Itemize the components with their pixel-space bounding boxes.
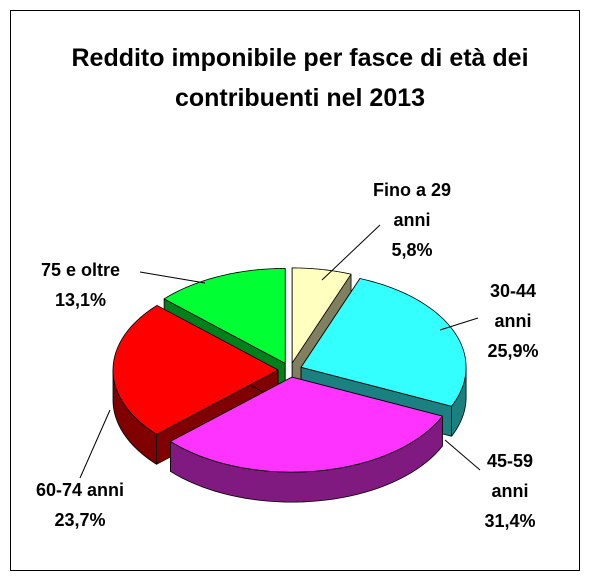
leader-line	[79, 409, 111, 479]
slice-top	[170, 376, 443, 473]
category-label: 75 e oltre	[40, 260, 121, 280]
data-label: 75 e oltre 13,1%	[18, 255, 143, 315]
data-label: 60-74 anni 23,7%	[35, 475, 125, 535]
data-label: Fino a 29 anni 5,8%	[362, 175, 462, 265]
pie-slice	[170, 376, 443, 503]
category-label: Fino a 29 anni	[372, 180, 452, 230]
leader-line	[321, 224, 381, 281]
category-label: 30-44 anni	[489, 281, 537, 331]
leader-line	[444, 439, 481, 471]
chart-title: Reddito imponibile per fasce di età dei …	[71, 44, 529, 112]
slice-top	[300, 278, 467, 407]
value-label: 5,8%	[391, 240, 433, 260]
value-label: 31,4%	[484, 511, 536, 531]
leader-line	[139, 271, 206, 284]
data-label: 45-59 anni 31,4%	[470, 446, 550, 536]
value-label: 25,9%	[487, 341, 539, 361]
leader-line	[439, 317, 479, 331]
category-label: 45-59 anni	[486, 451, 534, 501]
slice-top	[291, 267, 352, 364]
slice-top	[163, 268, 286, 364]
value-label: 13,1%	[54, 290, 107, 310]
category-label: 60-74 anni	[35, 480, 125, 500]
data-label: 30-44 anni 25,9%	[478, 276, 548, 366]
slice-top	[112, 305, 279, 435]
value-label: 23,7%	[54, 510, 106, 530]
